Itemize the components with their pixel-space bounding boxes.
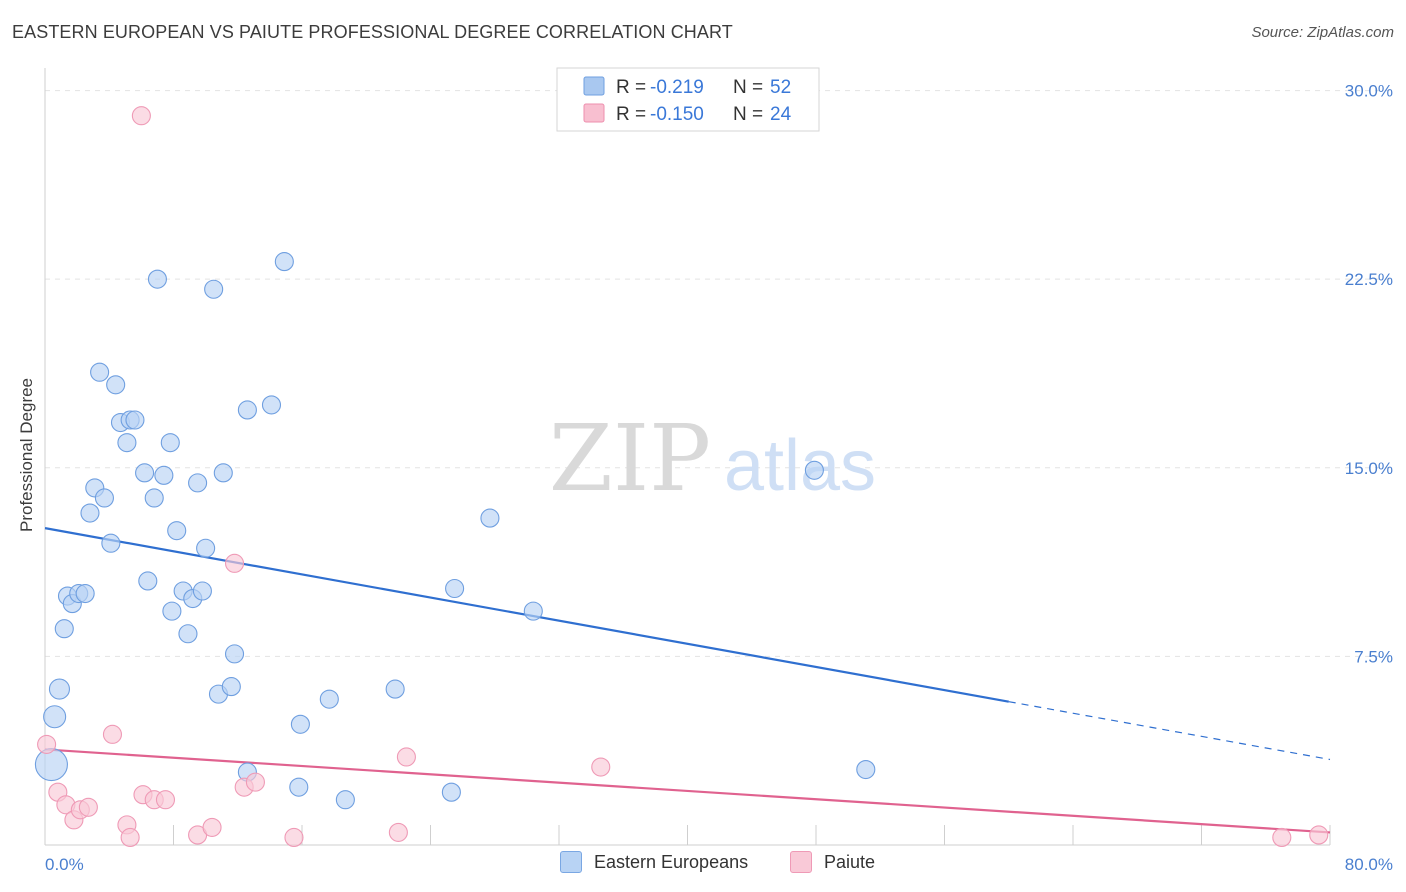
y-tick-label: 15.0% [1345, 459, 1393, 478]
y-tick-label: 30.0% [1345, 82, 1393, 101]
top-legend-n-label-paiute: N = [733, 104, 768, 125]
data-point-paiute [155, 790, 176, 810]
data-point-eastern [221, 677, 241, 697]
data-point-paiute [388, 822, 408, 842]
grid-layer [45, 90, 1392, 657]
data-point-eastern [289, 777, 309, 797]
y-tick-label: 7.5% [1354, 647, 1393, 666]
data-point-eastern [125, 410, 145, 430]
data-point-eastern [523, 601, 543, 621]
data-point-eastern [204, 279, 224, 299]
top-legend-swatch-eastern [583, 76, 605, 96]
data-point-eastern [261, 395, 282, 415]
data-point-eastern [43, 705, 67, 729]
data-point-eastern [224, 644, 245, 664]
bottom-legend-swatch-eastern [560, 851, 582, 873]
source-label: Source: ZipAtlas.com [1251, 24, 1394, 41]
trend-line [44, 748, 1331, 834]
data-point-eastern [162, 601, 182, 621]
data-point-paiute [202, 817, 222, 837]
data-point-eastern [213, 463, 233, 483]
data-point-eastern [154, 465, 174, 485]
data-point-eastern [319, 689, 339, 709]
data-point-eastern [335, 790, 355, 810]
data-point-eastern [196, 538, 216, 558]
watermark-zip: ZIP [549, 405, 711, 512]
data-point-eastern [90, 362, 110, 382]
data-point-eastern [54, 619, 74, 639]
data-point-eastern [138, 571, 158, 591]
data-point-paiute [102, 724, 123, 744]
top-legend-r-value-paiute: -0.150 [650, 104, 704, 125]
data-point-eastern [441, 782, 461, 802]
data-point-eastern [188, 473, 208, 493]
bottom-legend-label-paiute: Paiute [824, 851, 876, 872]
top-legend-swatch-paiute [583, 103, 605, 123]
data-point-eastern [106, 375, 126, 395]
data-point-paiute [1272, 827, 1292, 848]
x-tick-label: 0.0% [45, 855, 84, 874]
data-point-paiute [1309, 825, 1329, 845]
top-legend-n-label-eastern: N = [733, 77, 768, 98]
data-point-eastern [290, 714, 310, 734]
data-point-eastern [135, 463, 155, 483]
axis-layer [44, 68, 1331, 846]
watermark-atlas: atlas [724, 426, 876, 506]
data-point-eastern [101, 533, 121, 553]
data-point-eastern [804, 460, 824, 480]
bottom-legend-swatch-paiute [790, 851, 812, 873]
points-layer [34, 106, 1329, 848]
data-point-paiute [78, 797, 98, 817]
data-point-eastern [445, 578, 465, 599]
bottom-legend-label-eastern: Eastern Europeans [594, 851, 749, 872]
bottom-legend-item-paiute: Paiute [790, 851, 875, 873]
bottom-legend: Eastern Europeans Paiute [0, 851, 1406, 879]
data-point-eastern [117, 433, 137, 453]
data-point-eastern [48, 678, 71, 700]
x-tick-label: 80.0% [1345, 855, 1393, 874]
data-point-eastern [385, 679, 405, 699]
data-point-eastern [192, 581, 212, 601]
data-point-eastern [160, 433, 180, 453]
data-point-eastern [144, 488, 164, 508]
data-point-paiute [396, 747, 416, 767]
data-point-eastern [167, 521, 187, 541]
data-point-eastern [94, 488, 114, 508]
data-point-eastern [34, 747, 68, 782]
data-point-eastern [480, 508, 500, 528]
top-legend-r-label-paiute: R = [616, 104, 651, 125]
bottom-legend-item-eastern: Eastern Europeans [560, 851, 748, 873]
data-point-paiute [245, 772, 265, 792]
top-legend-n-value-paiute: 24 [770, 104, 792, 125]
data-point-eastern [80, 503, 100, 523]
y-tick-label: 22.5% [1345, 270, 1393, 289]
data-point-eastern [237, 400, 257, 420]
top-legend: R = -0.219 N = 52 R = -0.150 N = 24 [556, 67, 820, 132]
data-point-paiute [591, 757, 611, 777]
data-point-paiute [131, 106, 151, 126]
data-point-paiute [120, 827, 140, 848]
trend-line-extension [1008, 701, 1331, 761]
data-point-eastern [75, 583, 95, 604]
top-legend-n-value-eastern: 52 [770, 77, 791, 98]
top-legend-r-label-eastern: R = [616, 77, 651, 98]
tick-layer: 7.5% 15.0% 22.5% 30.0% 0.0% 80.0% [45, 82, 1393, 874]
data-point-paiute [284, 827, 304, 848]
data-point-eastern [856, 760, 876, 780]
data-point-paiute [224, 553, 245, 573]
data-point-paiute [37, 734, 57, 754]
data-point-eastern [274, 252, 294, 272]
chart-title: EASTERN EUROPEAN VS PAIUTE PROFESSIONAL … [12, 22, 733, 42]
data-point-eastern [178, 624, 198, 644]
top-legend-r-value-eastern: -0.219 [650, 77, 704, 98]
data-point-eastern [147, 269, 167, 289]
